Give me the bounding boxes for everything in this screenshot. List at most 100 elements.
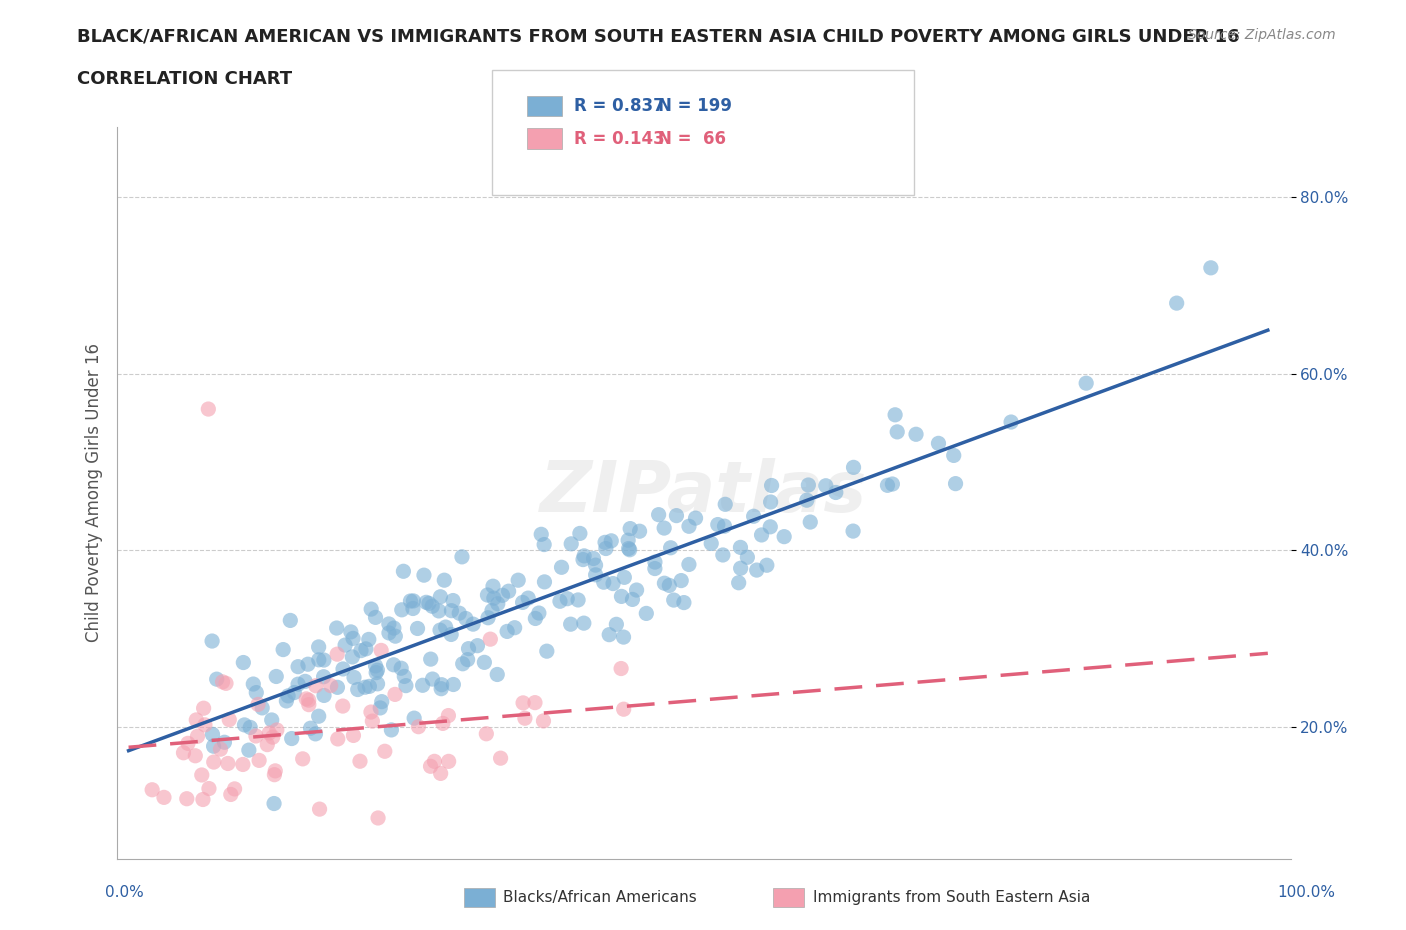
Point: [652, 521, 675, 536]
Point: [593, 535, 616, 550]
Point: [186, 712, 208, 727]
Point: [512, 595, 534, 610]
Point: [276, 694, 298, 709]
Point: [530, 527, 553, 542]
Point: [884, 407, 907, 422]
Point: [560, 617, 582, 631]
Point: [449, 605, 471, 620]
Point: [617, 533, 640, 548]
Point: [371, 694, 394, 709]
Point: [332, 661, 354, 676]
Point: [304, 726, 326, 741]
Point: [382, 620, 405, 635]
Point: [665, 508, 688, 523]
Point: [585, 567, 607, 582]
Point: [332, 698, 354, 713]
Point: [413, 567, 436, 582]
Point: [374, 744, 396, 759]
Point: [613, 702, 636, 717]
Point: [582, 551, 605, 566]
Point: [412, 678, 434, 693]
Point: [419, 759, 441, 774]
Point: [378, 617, 401, 631]
Point: [595, 541, 617, 556]
Point: [536, 644, 558, 658]
Point: [1000, 415, 1022, 430]
Point: [605, 617, 627, 631]
Point: [287, 677, 309, 692]
Point: [326, 680, 349, 695]
Point: [713, 519, 735, 534]
Point: [568, 526, 591, 541]
Point: [491, 588, 513, 603]
Text: 0.0%: 0.0%: [105, 885, 145, 900]
Point: [298, 693, 321, 708]
Y-axis label: Child Poverty Among Girls Under 16: Child Poverty Among Girls Under 16: [86, 343, 103, 643]
Point: [191, 792, 214, 807]
Point: [773, 529, 796, 544]
Point: [814, 478, 837, 493]
Point: [678, 557, 700, 572]
Point: [654, 576, 676, 591]
Point: [508, 573, 530, 588]
Point: [598, 627, 620, 642]
Point: [263, 767, 285, 782]
Point: [437, 754, 460, 769]
Point: [600, 534, 623, 549]
Point: [876, 478, 898, 493]
Point: [366, 665, 388, 680]
Text: 100.0%: 100.0%: [1278, 885, 1336, 900]
Point: [612, 630, 634, 644]
Point: [824, 485, 846, 500]
Point: [399, 593, 422, 608]
Point: [367, 811, 389, 826]
Text: Source: ZipAtlas.com: Source: ZipAtlas.com: [1188, 28, 1336, 42]
Point: [260, 712, 283, 727]
Point: [278, 613, 301, 628]
Text: ZIPatlas: ZIPatlas: [540, 458, 868, 527]
Point: [659, 540, 682, 555]
Point: [429, 766, 451, 781]
Point: [796, 493, 818, 508]
Point: [238, 743, 260, 758]
Point: [422, 671, 444, 686]
Point: [430, 682, 453, 697]
Point: [533, 575, 555, 590]
Point: [585, 558, 607, 573]
Point: [672, 595, 695, 610]
Point: [205, 671, 228, 686]
Point: [533, 713, 555, 728]
Point: [477, 610, 499, 625]
Point: [474, 655, 496, 670]
Point: [886, 424, 908, 439]
Point: [737, 550, 759, 565]
Point: [678, 519, 700, 534]
Point: [262, 730, 284, 745]
Point: [418, 596, 440, 611]
Point: [245, 685, 267, 700]
Point: [176, 791, 198, 806]
Point: [700, 536, 723, 551]
Point: [326, 646, 349, 661]
Text: Immigrants from South Eastern Asia: Immigrants from South Eastern Asia: [813, 890, 1090, 905]
Point: [342, 649, 364, 664]
Point: [333, 638, 356, 653]
Point: [350, 644, 373, 658]
Point: [177, 736, 200, 751]
Point: [342, 728, 364, 743]
Point: [567, 592, 589, 607]
Point: [346, 682, 368, 697]
Point: [343, 670, 366, 684]
Point: [360, 705, 382, 720]
Point: [319, 678, 342, 693]
Point: [527, 605, 550, 620]
Point: [380, 723, 402, 737]
Point: [751, 527, 773, 542]
Point: [429, 590, 451, 604]
Point: [287, 659, 309, 674]
Point: [263, 796, 285, 811]
Text: N = 199: N = 199: [658, 97, 733, 115]
Point: [233, 717, 256, 732]
Point: [325, 620, 347, 635]
Point: [619, 542, 641, 557]
